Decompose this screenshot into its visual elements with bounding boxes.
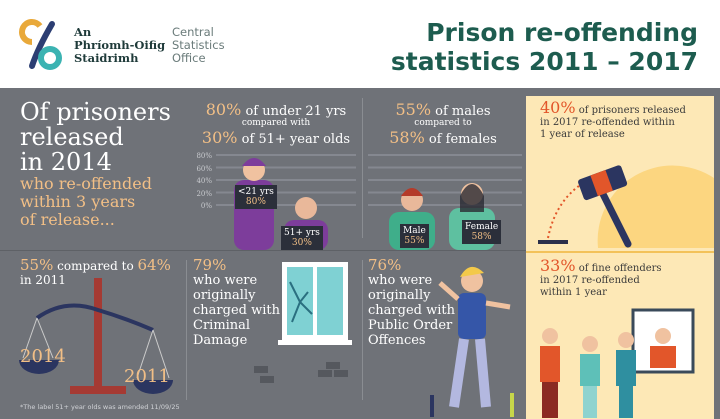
axis-tick: 60% [196, 164, 212, 173]
stat-text: of 51+ year olds [237, 132, 351, 147]
stat-value: 58% [389, 128, 425, 147]
bricks-icon [254, 366, 274, 383]
stat-value: 55% [20, 256, 54, 274]
sign-value: 55% [404, 236, 425, 246]
age-sign-under-21: <21 yrs 80% [235, 185, 277, 209]
release-2017-stat: 40% of prisoners released in 2017 re-off… [540, 100, 686, 141]
stat-value: 64% [137, 256, 171, 274]
stat-value: 40% [540, 98, 576, 117]
intro-text: Of prisoners released in 2014 who re-off… [20, 100, 171, 229]
cso-logo-icon [19, 19, 62, 70]
intro-line: of release... [20, 210, 115, 229]
divider [0, 250, 526, 251]
logo-irish-text: An Phríomh-Oifig Staidrimh [74, 26, 165, 65]
axis-tick: 20% [196, 189, 212, 198]
sign-label: Female [465, 222, 499, 232]
divider [526, 251, 714, 253]
scale-label-2011: 2011 [124, 366, 170, 387]
title-line: Prison re-offending [426, 18, 698, 47]
sign-value: 30% [291, 238, 312, 248]
gender-sign-male: Male 55% [400, 224, 429, 248]
stat-text: of males [431, 104, 491, 119]
criminal-damage-stat: 79% who were originally charged with Cri… [193, 256, 280, 349]
divider [186, 260, 187, 400]
height-chart-lines [368, 154, 522, 214]
age-stat: 80% of under 21 yrs compared with 30% of… [196, 100, 356, 147]
broken-window-illustration [278, 262, 352, 377]
gender-stat: 55% of males compared to 58% of females [368, 100, 518, 147]
stat-text: who were [368, 273, 433, 288]
age-axis: 80% 60% 40% 20% 0% [192, 150, 212, 213]
logo-line: Office [172, 51, 206, 65]
stat-text: of fine offenders [575, 263, 662, 274]
sign-value: 80% [245, 197, 266, 207]
sign-value: 58% [471, 232, 492, 242]
stat-text: compared to [53, 259, 138, 273]
stat-text: Offences [368, 333, 426, 348]
drunk-man-illustration [430, 266, 514, 417]
age-sign-51-plus: 51+ yrs 30% [281, 226, 323, 250]
queue-at-counter-illustration [540, 308, 695, 418]
gavel-illustration [538, 165, 714, 248]
axis-tick: 40% [196, 177, 212, 185]
stat-value: 76% [368, 256, 402, 274]
intro-line: released [20, 123, 124, 151]
sign-label: 51+ yrs [284, 228, 320, 238]
intro-line: within 3 years [20, 192, 136, 211]
stat-text: charged with [368, 303, 455, 318]
stat-text: Damage [193, 333, 248, 348]
infographic-panel: Of prisoners released in 2014 who re-off… [0, 88, 720, 419]
stat-value: 55% [395, 100, 432, 119]
public-order-stat: 76% who were originally charged with Pub… [368, 256, 455, 349]
scale-label-2014: 2014 [20, 346, 66, 367]
compare-stat: 55% compared to 64% in 2011 [20, 256, 171, 288]
stat-text: originally [368, 288, 431, 303]
axis-tick: 0% [200, 202, 212, 210]
logo-line: Phríomh-Oifig [74, 38, 166, 52]
stat-text: of under 21 yrs [241, 104, 347, 119]
logo-line: Staidrimh [74, 51, 139, 65]
stat-value: 30% [201, 128, 238, 147]
stat-text: of prisoners released [575, 105, 686, 116]
stat-text: compared with [241, 118, 311, 128]
scales-illustration [19, 278, 173, 394]
stat-text: charged with [193, 303, 280, 318]
fine-offenders-stat: 33% of fine offenders in 2017 re-offende… [540, 258, 662, 299]
stat-text: in 2017 re-offended within [540, 117, 675, 128]
stat-text: Public Order [368, 318, 453, 333]
page-title: Prison re-offending statistics 2011 – 20… [391, 18, 698, 76]
sign-label: <21 yrs [238, 187, 274, 197]
title-line: statistics 2011 – 2017 [390, 47, 698, 76]
header: An Phríomh-Oifig Staidrimh Central Stati… [0, 0, 720, 88]
stat-text: compared to [414, 118, 472, 128]
stat-text: 1 year of release [540, 129, 625, 140]
logo-line: Central [172, 25, 214, 39]
intro-line: who re-offended [20, 174, 152, 193]
stat-text: originally [193, 288, 256, 303]
stat-text: who were [193, 273, 258, 288]
gender-sign-female: Female 58% [462, 220, 502, 244]
stat-text: Criminal [193, 318, 251, 333]
sign-label: Male [403, 226, 426, 236]
stat-value: 80% [205, 100, 242, 119]
axis-tick: 80% [196, 152, 212, 160]
stat-text: of females [424, 132, 497, 147]
intro-line: in 2014 [20, 148, 112, 176]
logo-line: Statistics [172, 38, 225, 52]
intro-line: Of prisoners [20, 98, 171, 126]
stat-text: within 1 year [540, 287, 607, 298]
footnote: *The label 51+ year olds was amended 11/… [20, 403, 180, 411]
divider [362, 260, 363, 400]
stat-text: in 2011 [20, 273, 66, 287]
stat-text: in 2017 re-offended [540, 275, 640, 286]
stat-value: 33% [540, 256, 576, 275]
divider [362, 98, 363, 238]
logo-english-text: Central Statistics Office [172, 26, 225, 65]
logo-line: An [74, 25, 92, 39]
stat-value: 79% [193, 256, 227, 274]
